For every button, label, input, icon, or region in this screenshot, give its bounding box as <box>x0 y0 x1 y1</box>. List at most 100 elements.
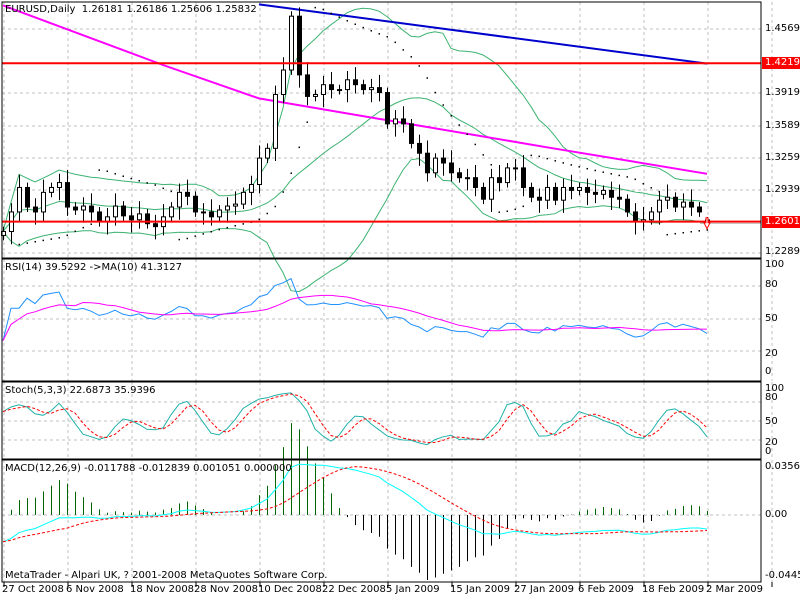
parabolic-sar-dot <box>506 210 508 212</box>
bearish-candle <box>209 211 214 218</box>
parabolic-sar-dot <box>98 169 100 171</box>
parabolic-sar-dot <box>634 178 636 181</box>
parabolic-sar-dot <box>370 30 372 32</box>
date-label: 6 Nov 2008 <box>66 584 124 595</box>
bullish-candle <box>177 191 182 208</box>
price-axis-label: 1.45690 <box>765 23 800 34</box>
pane-border <box>1 258 762 382</box>
bearish-candle <box>353 79 358 86</box>
parabolic-sar-dot <box>170 190 172 193</box>
date-label: 2 Mar 2009 <box>706 584 764 595</box>
bullish-candle <box>681 201 686 208</box>
parabolic-sar-dot <box>226 226 228 229</box>
stoch-axis-label: 0 <box>765 446 772 457</box>
parabolic-sar-dot <box>138 180 140 182</box>
bearish-candle <box>569 186 574 191</box>
parabolic-sar-dot <box>82 226 84 229</box>
parabolic-sar-dot <box>682 231 684 234</box>
parabolic-sar-dot <box>282 191 284 193</box>
bearish-candle <box>401 118 406 125</box>
parabolic-sar-dot <box>42 239 44 242</box>
bearish-candle <box>593 191 598 195</box>
date-label: 6 Feb 2009 <box>578 584 634 595</box>
bearish-candle <box>305 74 310 97</box>
rsi-axis-label: 50 <box>765 313 778 324</box>
bollinger-middle <box>2 97 708 232</box>
bearish-candle <box>97 211 102 223</box>
stoch-axis-label: 20 <box>765 437 778 448</box>
parabolic-sar-dot <box>194 235 196 237</box>
bearish-candle <box>585 186 590 193</box>
bearish-candle <box>473 177 478 188</box>
parabolic-sar-dot <box>242 223 244 225</box>
parabolic-sar-dot <box>58 237 60 239</box>
bullish-candle <box>649 211 654 221</box>
parabolic-sar-dot <box>562 162 564 164</box>
parabolic-sar-dot <box>642 182 644 185</box>
parabolic-sar-dot <box>546 157 548 160</box>
bullish-candle <box>225 205 230 211</box>
bullish-candle <box>113 205 118 218</box>
bearish-candle <box>441 157 446 164</box>
parabolic-sar-dot <box>490 164 492 166</box>
price-axis-label: 1.22890 <box>765 246 800 257</box>
price-tag-support: 1.26012 <box>762 216 800 228</box>
parabolic-sar-dot <box>202 233 204 235</box>
bullish-candle <box>665 196 670 201</box>
parabolic-sar-dot <box>602 171 604 173</box>
parabolic-sar-dot <box>554 160 556 162</box>
date-label: 27 Jan 2009 <box>514 584 574 595</box>
pane-border <box>1 459 762 583</box>
bearish-candle <box>449 162 454 174</box>
bullish-candle <box>81 205 86 211</box>
bearish-candle <box>329 84 334 91</box>
rsi-axis-label: 80 <box>765 279 778 290</box>
parabolic-sar-dot <box>330 12 332 15</box>
slow-moving-average <box>258 3 708 65</box>
date-label: 10 Dec 2008 <box>258 584 322 595</box>
bullish-candle <box>233 203 238 207</box>
parabolic-sar-dot <box>530 154 532 157</box>
macd-axis-label: -0.04458 <box>765 570 800 581</box>
bullish-candle <box>577 186 582 191</box>
bearish-candle <box>409 123 414 144</box>
parabolic-sar-dot <box>274 205 276 208</box>
bearish-candle <box>73 206 78 211</box>
macd-axis-label: 0.00 <box>765 509 788 520</box>
bearish-candle <box>89 205 94 213</box>
parabolic-sar-dot <box>466 133 468 136</box>
parabolic-sar-dot <box>410 56 412 58</box>
rsi-line <box>2 277 708 341</box>
parabolic-sar-dot <box>458 124 460 126</box>
parabolic-sar-dot <box>610 173 612 175</box>
bearish-candle <box>25 186 30 208</box>
bearish-candle <box>529 186 534 198</box>
medium-moving-average <box>2 4 708 175</box>
parabolic-sar-dot <box>418 65 420 67</box>
parabolic-sar-dot <box>50 238 52 240</box>
parabolic-sar-dot <box>130 177 132 180</box>
parabolic-sar-dot <box>402 49 404 51</box>
parabolic-sar-dot <box>578 166 580 168</box>
rsi-axis-label: 100 <box>765 259 785 270</box>
bullish-candle <box>601 189 606 195</box>
price-axis-label: 1.35890 <box>765 120 800 131</box>
date-label: 22 Dec 2008 <box>322 584 386 595</box>
parabolic-sar-dot <box>18 243 20 246</box>
bullish-candle <box>241 191 246 205</box>
bearish-candle <box>617 196 622 200</box>
symbol-timeframe: EURUSD,Daily <box>5 4 76 15</box>
parabolic-sar-dot <box>186 237 188 240</box>
date-label: 15 Jan 2009 <box>450 584 510 595</box>
parabolic-sar-dot <box>538 155 540 158</box>
bearish-candle <box>121 205 126 217</box>
bearish-candle <box>425 152 430 174</box>
parabolic-sar-dot <box>450 115 452 117</box>
bearish-candle <box>673 196 678 208</box>
bearish-candle <box>521 167 526 188</box>
rsi-axis-label: 0 <box>765 366 772 377</box>
bullish-candle <box>513 167 518 170</box>
bullish-candle <box>41 191 46 213</box>
bullish-candle <box>249 184 254 193</box>
